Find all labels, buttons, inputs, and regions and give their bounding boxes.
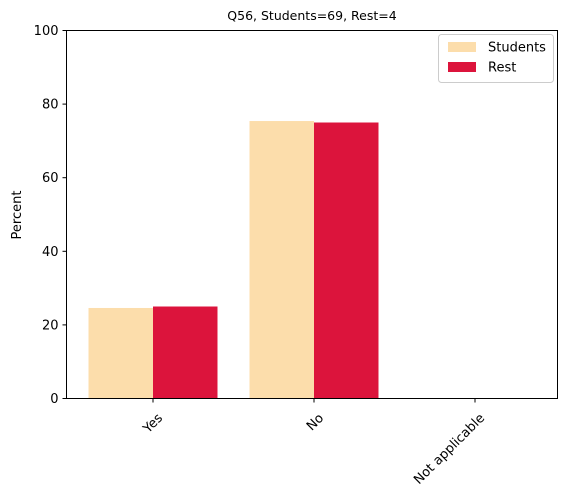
y-axis-ticks: 0 20 40 60 80 100	[34, 24, 67, 407]
y-tick-label: 100	[34, 24, 59, 39]
bar-rest-yes	[153, 306, 218, 399]
y-tick-label: 0	[50, 392, 58, 407]
x-axis-ticks: Yes No Not applicable	[140, 398, 488, 488]
legend-label-students: Students	[488, 41, 546, 56]
y-tick-label: 20	[42, 318, 59, 333]
bars-group	[88, 121, 379, 399]
plot-frame	[66, 30, 558, 399]
y-tick-label: 80	[42, 98, 59, 113]
y-tick-label: 60	[42, 171, 59, 186]
x-tick-label: Not applicable	[411, 411, 488, 488]
bar-students-no	[249, 121, 314, 399]
x-tick-label: No	[304, 411, 327, 434]
legend-label-rest: Rest	[488, 61, 516, 76]
y-axis-label: Percent	[10, 191, 25, 240]
bar-students-yes	[88, 307, 153, 399]
chart-title: Q56, Students=69, Rest=4	[227, 8, 396, 23]
legend-swatch-students	[448, 42, 476, 52]
y-tick-label: 40	[42, 245, 59, 260]
x-tick-label: Yes	[140, 411, 166, 437]
legend: Students Rest	[438, 34, 554, 83]
bar-rest-no	[314, 122, 379, 399]
legend-swatch-rest	[448, 62, 476, 72]
